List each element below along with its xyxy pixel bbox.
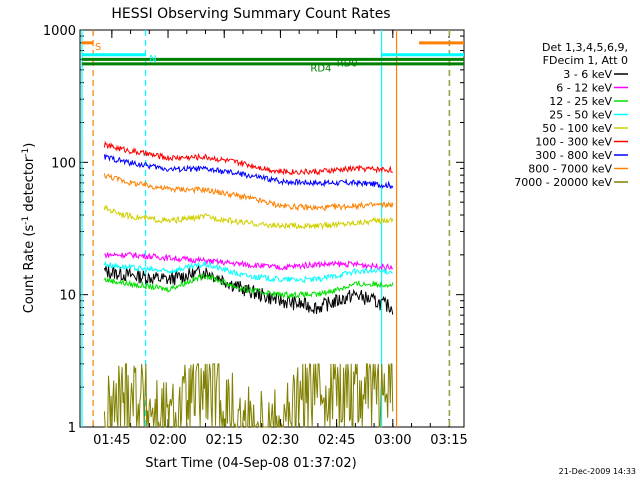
interval-label: S [95,42,101,53]
legend-entry-label: 6 - 12 keV [556,82,612,95]
legend-entry-label: 300 - 800 keV [535,149,612,162]
series-line [103,153,394,190]
series-line [103,260,393,284]
legend-entry-label: 7000 - 20000 keV [514,176,612,189]
y-axis-label-exponent-2: -1 [21,148,31,157]
legend-entry-label: 800 - 7000 keV [528,163,612,176]
legend-header-line-1: Det 1,3,4,5,6,9, [542,41,628,54]
x-tick-label: 03:15 [430,433,467,448]
series-line [104,251,394,271]
plot-area: 1 10 100 1000 01:45 02:00 02:15 02:30 02:45 03:00… [43,24,468,448]
x-tick-label: 02:45 [318,433,355,448]
series-line [103,204,394,231]
legend: Det 1,3,4,5,6,9, FDecim 1, Att 0 3 - 6 k… [514,41,628,189]
legend-entry-label: 25 - 50 keV [549,109,612,122]
y-axis-label-close: ) [22,143,37,148]
legend-entry-label: 50 - 100 keV [542,122,612,135]
y-axis-label-exponent: -1 [21,216,31,225]
legend-entry-label: 12 - 25 keV [549,95,612,108]
legend-entry-label: 100 - 300 keV [535,136,612,149]
interval-label: RD4 [310,64,331,75]
series-line [103,173,394,212]
interval-label: N [149,54,156,65]
y-axis-label: Count Rate (s-1 detector-1) [21,143,37,314]
x-tick-label: 02:15 [206,433,243,448]
series-line [103,272,394,299]
y-tick-label: 10 [59,289,76,304]
series-line [103,264,394,315]
chart-title: HESSI Observing Summary Count Rates [111,6,390,22]
series-line [103,363,394,429]
x-tick-label: 01:45 [93,433,130,448]
y-tick-label: 100 [51,156,76,171]
x-axis-label: Start Time (04-Sep-08 01:37:02) [145,456,356,471]
y-tick-label: 1 [68,421,76,436]
x-tick-label: 02:00 [149,433,186,448]
y-axis-label-unit: detector [22,156,37,216]
y-axis-label-main: Count Rate (s [22,225,37,314]
legend-entry-label: 3 - 6 keV [563,68,612,81]
interval-label: RD0 [337,58,358,69]
plot-frame [79,29,465,428]
series-line [103,140,394,176]
timestamp: 21-Dec-2009 14:33 [559,467,636,476]
x-tick-label: 03:00 [374,433,411,448]
x-tick-label: 02:30 [262,433,299,448]
legend-header-line-2: FDecim 1, Att 0 [543,54,628,67]
y-tick-label: 1000 [43,24,76,39]
